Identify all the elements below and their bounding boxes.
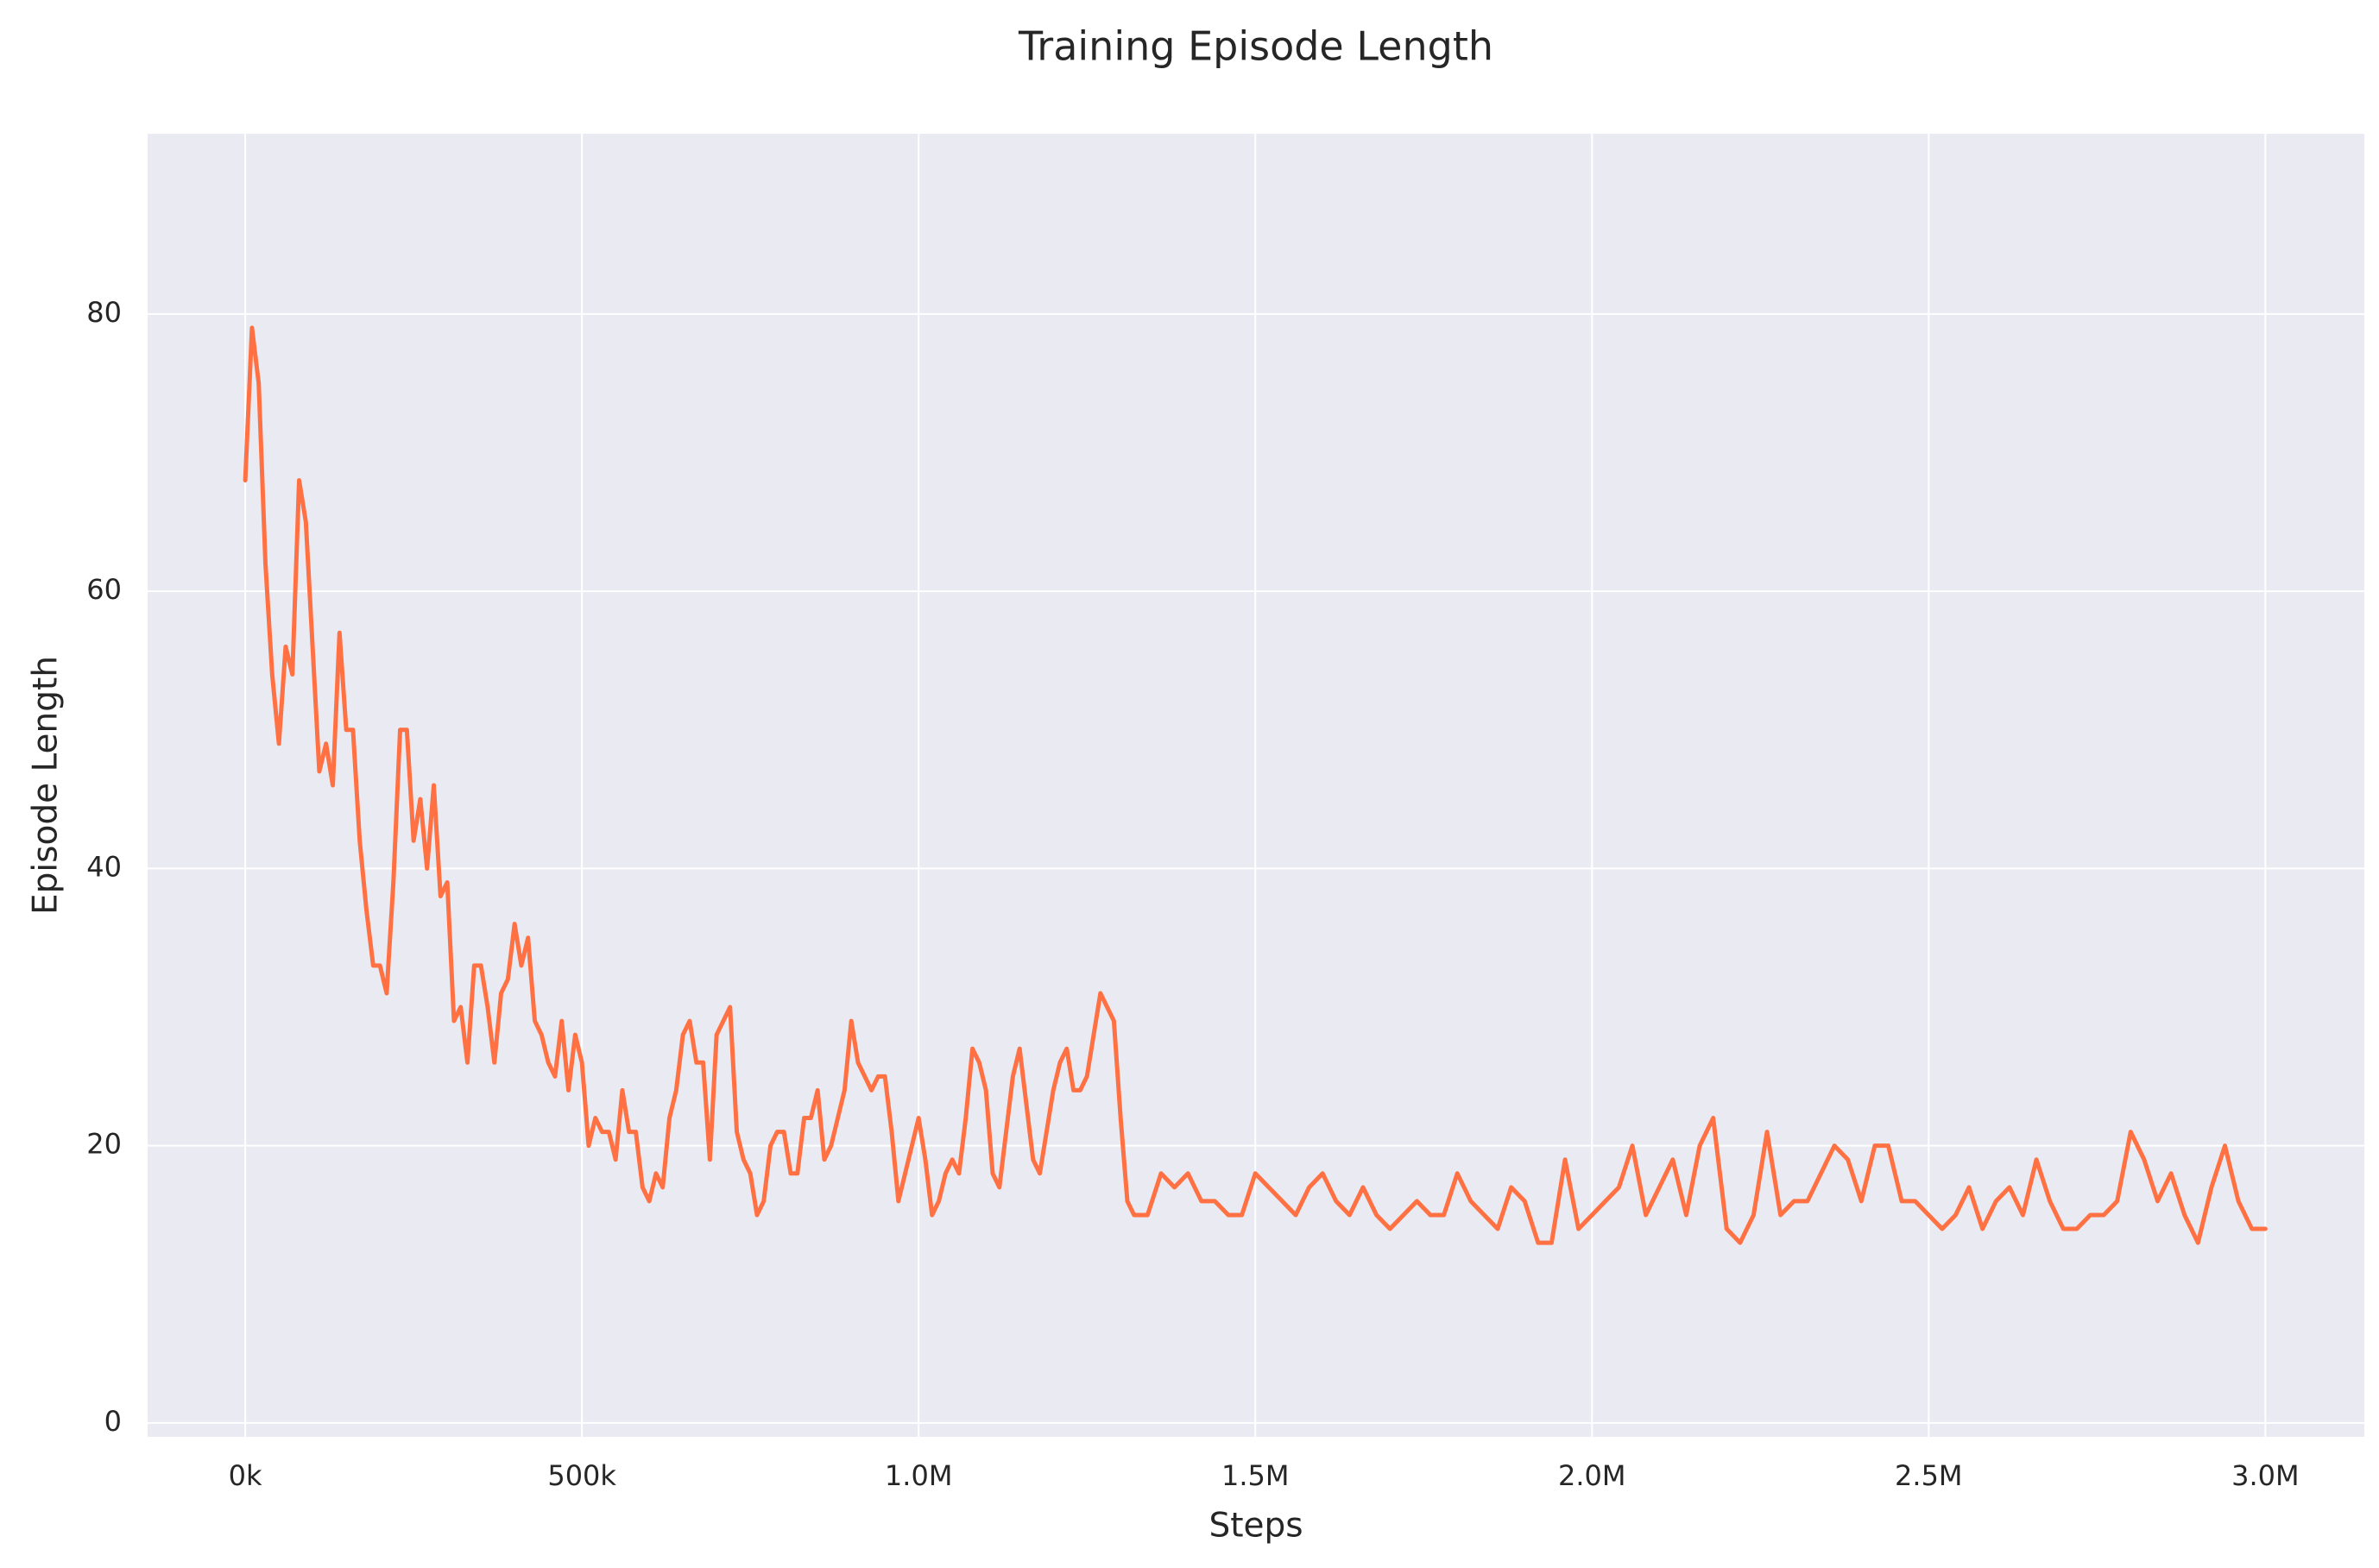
x-axis-label: Steps: [1208, 1507, 1303, 1546]
y-tick-label: 60: [86, 573, 122, 606]
y-tick-label: 80: [86, 296, 122, 329]
x-tick-label: 2.0M: [1558, 1459, 1626, 1492]
line-series: [243, 325, 2268, 1245]
marks: [243, 325, 2268, 1245]
chart-title: Training Episode Length: [1018, 23, 1493, 70]
x-tick-label: 2.5M: [1895, 1459, 1963, 1492]
x-tick-label: 1.5M: [1221, 1459, 1290, 1492]
x-tick-label: 1.0M: [885, 1459, 953, 1492]
x-tick-label: 3.0M: [2231, 1459, 2300, 1492]
x-tick-label: 0k: [229, 1459, 262, 1492]
y-tick-label: 20: [86, 1128, 122, 1161]
y-tick-label: 0: [104, 1405, 122, 1438]
y-tick-label: 40: [86, 850, 122, 883]
x-tick-label: 500k: [547, 1459, 616, 1492]
y-axis-label: Episode Length: [27, 656, 66, 915]
grid: [148, 134, 2364, 1437]
